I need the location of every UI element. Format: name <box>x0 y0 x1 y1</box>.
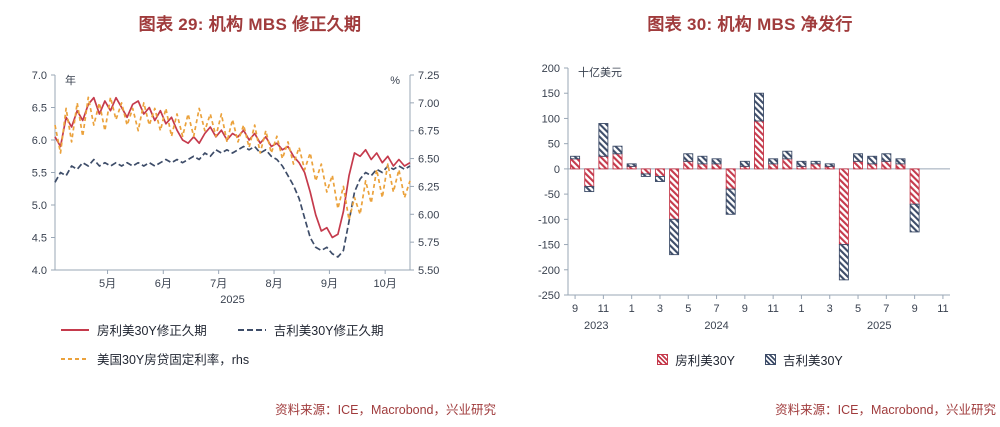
svg-text:3: 3 <box>827 303 833 315</box>
svg-text:5: 5 <box>685 303 691 315</box>
svg-text:7月: 7月 <box>210 278 227 290</box>
svg-text:-250: -250 <box>538 290 560 302</box>
svg-text:11: 11 <box>767 303 778 315</box>
svg-text:9: 9 <box>912 303 918 315</box>
svg-text:11: 11 <box>937 303 948 315</box>
svg-text:6.50: 6.50 <box>418 154 439 166</box>
svg-text:2025: 2025 <box>220 294 244 306</box>
svg-text:6.5: 6.5 <box>32 103 47 115</box>
svg-text:6月: 6月 <box>155 278 172 290</box>
svg-text:10月: 10月 <box>374 278 397 290</box>
legend-swatch-icon <box>765 354 776 365</box>
panel-chart-30: 图表 30: 机构 MBS 净发行 200 150 100 50 0 -50 -100 -15… <box>500 0 1000 427</box>
legend-item-fannie-30y-duration: 房利美30Y修正久期 <box>60 320 207 339</box>
svg-text:7: 7 <box>883 303 889 315</box>
legend-item-ginnie-30y-duration: 吉利美30Y修正久期 <box>237 320 384 339</box>
panel-chart-29: 图表 29: 机构 MBS 修正久期 7.0 6.5 6.0 5.5 5.0 4.5 4.0… <box>32 15 496 417</box>
svg-text:6.0: 6.0 <box>32 135 47 147</box>
legend-label: 吉利美30Y修正久期 <box>273 324 384 338</box>
series-fannie-30y-duration <box>54 96 411 239</box>
svg-text:150: 150 <box>542 88 560 100</box>
legend-label: 美国30Y房贷固定利率，rhs <box>97 353 250 367</box>
svg-text:4.0: 4.0 <box>32 265 47 277</box>
svg-text:9: 9 <box>742 303 748 315</box>
legend-label: 房利美30Y <box>675 354 735 368</box>
svg-text:2024: 2024 <box>704 320 728 332</box>
svg-text:1: 1 <box>629 303 635 315</box>
svg-text:11: 11 <box>598 303 609 315</box>
chart30-source: 资料来源：ICE，Macrobond，兴业研究 <box>775 403 996 417</box>
svg-text:年: 年 <box>65 73 76 87</box>
chart30-legend: 房利美30Y 吉利美30Y <box>500 350 1000 379</box>
svg-text:7.0: 7.0 <box>32 70 47 82</box>
svg-text:5.5: 5.5 <box>32 168 47 180</box>
svg-text:0: 0 <box>554 164 560 176</box>
legend-label: 吉利美30Y <box>783 354 843 368</box>
svg-text:2025: 2025 <box>867 320 891 332</box>
svg-text:7: 7 <box>713 303 719 315</box>
svg-text:6.00: 6.00 <box>418 209 439 221</box>
svg-text:4.5: 4.5 <box>32 233 47 245</box>
legend-line-sample-icon <box>237 328 266 331</box>
svg-text:8月: 8月 <box>265 278 282 290</box>
svg-text:5.75: 5.75 <box>418 237 439 249</box>
legend-line-sample-icon <box>61 357 89 360</box>
legend-row: 房利美30Y修正久期 吉利美30Y修正久期 <box>60 320 384 339</box>
chart29-title: 图表 29: 机构 MBS 修正久期 <box>138 15 362 34</box>
svg-text:200: 200 <box>542 63 560 75</box>
chart29-line-chart: 7.0 6.5 6.0 5.5 5.0 4.5 4.0 7.25 7.00 6.75 6.50 6.2… <box>32 70 440 306</box>
chart29-legend: 房利美30Y修正久期 吉利美30Y修正久期美国30Y房贷固定利率，rhs <box>60 320 384 378</box>
legend-item-us-30y-mortgage-rate: 美国30Y房贷固定利率，rhs <box>60 349 249 368</box>
svg-text:7.00: 7.00 <box>418 98 439 110</box>
svg-text:100: 100 <box>542 113 560 125</box>
svg-text:5月: 5月 <box>99 278 116 290</box>
legend-line-sample-icon <box>61 328 89 331</box>
series-us-30y-mortgage-rate <box>54 96 411 221</box>
svg-text:5.50: 5.50 <box>418 265 439 277</box>
svg-text:-200: -200 <box>538 265 560 277</box>
series-fannie-30y <box>570 120 920 246</box>
legend-label: 房利美30Y修正久期 <box>97 324 207 338</box>
svg-text:7.25: 7.25 <box>418 70 439 82</box>
svg-text:-150: -150 <box>538 240 560 252</box>
series-ginnie-30y-duration <box>54 145 411 258</box>
svg-text:1: 1 <box>798 303 804 315</box>
legend-item-ginnie-30y: 吉利美30Y <box>765 350 843 369</box>
svg-text:9月: 9月 <box>321 278 338 290</box>
svg-text:50: 50 <box>548 139 560 151</box>
svg-text:6.75: 6.75 <box>418 126 439 138</box>
chart30-title: 图表 30: 机构 MBS 净发行 <box>647 15 853 34</box>
svg-text:%: % <box>390 75 400 87</box>
svg-text:5: 5 <box>855 303 861 315</box>
svg-text:9: 9 <box>572 303 578 315</box>
chart29-source: 资料来源：ICE，Macrobond，兴业研究 <box>275 403 496 417</box>
series-ginnie-30y <box>570 92 920 281</box>
svg-text:5.0: 5.0 <box>32 200 47 212</box>
svg-text:2023: 2023 <box>584 320 608 332</box>
legend-row: 美国30Y房贷固定利率，rhs <box>60 349 384 368</box>
legend-row: 房利美30Y 吉利美30Y <box>500 350 1000 369</box>
legend-swatch-icon <box>657 354 669 365</box>
legend-item-fannie-30y: 房利美30Y <box>657 350 735 369</box>
svg-text:3: 3 <box>657 303 663 315</box>
svg-text:-100: -100 <box>538 214 560 226</box>
svg-text:-50: -50 <box>544 189 560 201</box>
svg-text:6.25: 6.25 <box>418 181 439 193</box>
svg-text:十亿美元: 十亿美元 <box>578 65 622 79</box>
